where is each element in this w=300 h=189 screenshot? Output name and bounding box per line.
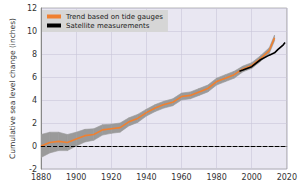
svg-text:8: 8 (32, 50, 37, 59)
svg-text:6: 6 (32, 73, 37, 82)
svg-text:Cumulative sea level change (i: Cumulative sea level change (inches) (8, 18, 17, 159)
svg-text:1940: 1940 (136, 173, 156, 182)
svg-text:12: 12 (27, 4, 37, 13)
svg-text:4: 4 (32, 96, 37, 105)
svg-text:1920: 1920 (101, 173, 121, 182)
svg-text:2020: 2020 (277, 173, 297, 182)
svg-text:Trend based on tide gauges: Trend based on tide gauges (65, 13, 163, 21)
svg-text:Satellite measurements: Satellite measurements (66, 22, 150, 30)
svg-text:2000: 2000 (242, 173, 262, 182)
svg-text:1880: 1880 (31, 173, 51, 182)
svg-text:2: 2 (32, 119, 37, 128)
svg-text:0: 0 (32, 142, 37, 151)
svg-text:10: 10 (27, 27, 37, 36)
svg-text:-2: -2 (29, 164, 38, 174)
svg-text:1980: 1980 (206, 173, 226, 182)
svg-text:1960: 1960 (171, 173, 191, 182)
svg-text:1900: 1900 (66, 173, 86, 182)
